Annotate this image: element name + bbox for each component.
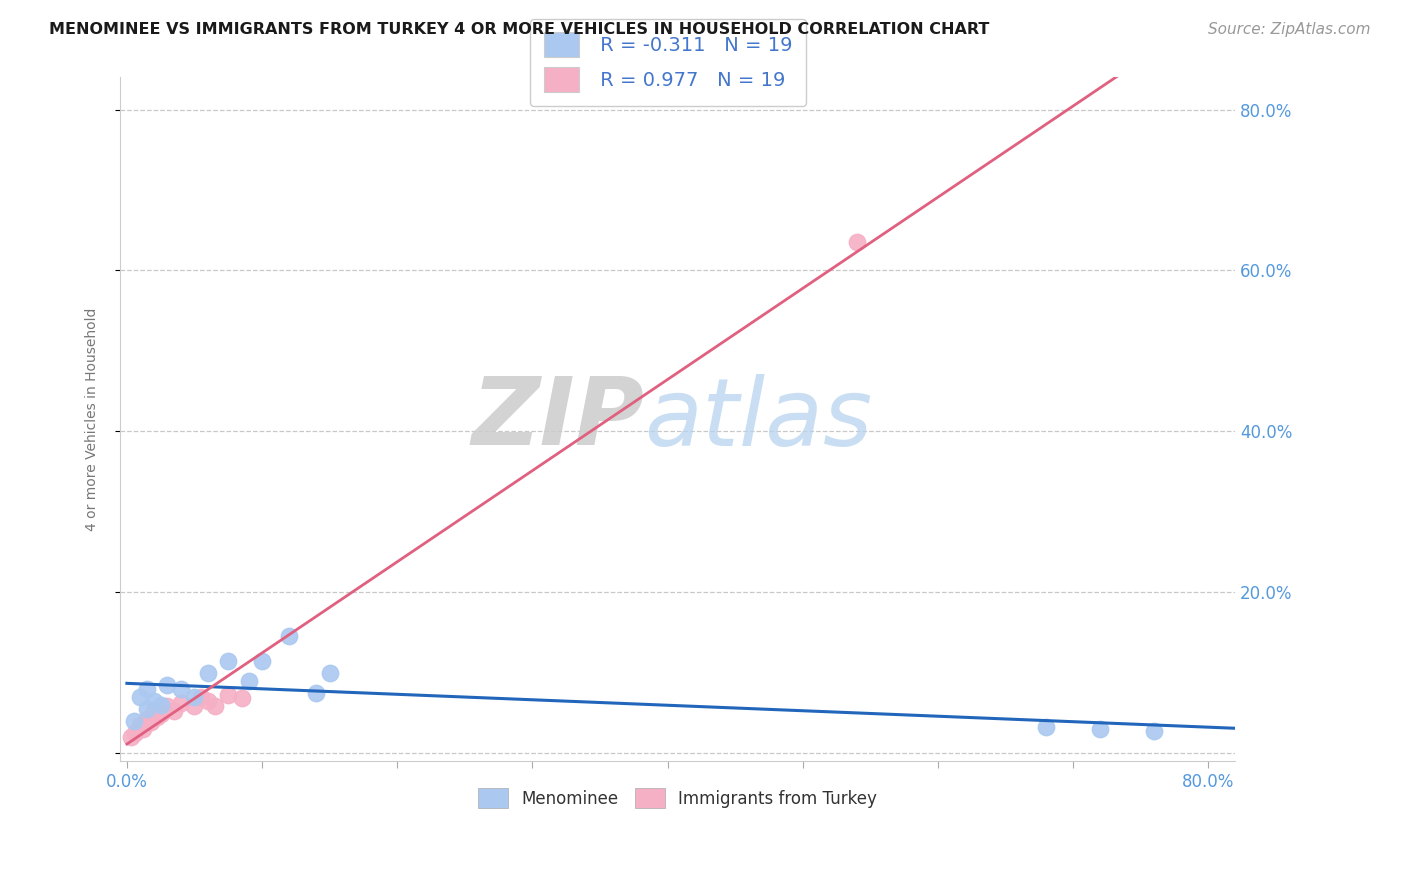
Point	[183, 699, 205, 714]
Point	[163, 704, 186, 718]
Point	[845, 235, 868, 250]
Point	[120, 730, 142, 744]
Text: ZIP: ZIP	[471, 373, 644, 466]
Point	[1035, 720, 1057, 734]
Point	[149, 698, 172, 712]
Point	[231, 691, 253, 706]
Point	[129, 718, 152, 732]
Point	[132, 722, 155, 736]
Point	[183, 690, 205, 704]
Point	[142, 694, 165, 708]
Point	[149, 707, 172, 722]
Point	[145, 710, 167, 724]
Point	[197, 665, 219, 680]
Text: atlas: atlas	[644, 374, 873, 465]
Point	[238, 673, 260, 688]
Point	[278, 629, 301, 643]
Point	[204, 699, 226, 714]
Point	[318, 665, 340, 680]
Y-axis label: 4 or more Vehicles in Household: 4 or more Vehicles in Household	[86, 308, 100, 531]
Point	[190, 690, 212, 704]
Point	[217, 688, 239, 702]
Point	[250, 654, 273, 668]
Point	[124, 726, 146, 740]
Point	[1088, 722, 1111, 736]
Point	[142, 704, 165, 718]
Point	[170, 681, 193, 696]
Legend: Menominee, Immigrants from Turkey: Menominee, Immigrants from Turkey	[471, 781, 884, 814]
Point	[170, 696, 193, 710]
Point	[136, 712, 159, 726]
Point	[305, 686, 328, 700]
Point	[1143, 723, 1166, 738]
Point	[156, 678, 179, 692]
Point	[136, 681, 159, 696]
Text: MENOMINEE VS IMMIGRANTS FROM TURKEY 4 OR MORE VEHICLES IN HOUSEHOLD CORRELATION : MENOMINEE VS IMMIGRANTS FROM TURKEY 4 OR…	[49, 22, 990, 37]
Text: Source: ZipAtlas.com: Source: ZipAtlas.com	[1208, 22, 1371, 37]
Point	[122, 714, 145, 728]
Point	[217, 654, 239, 668]
Point	[129, 690, 152, 704]
Point	[136, 702, 159, 716]
Point	[156, 699, 179, 714]
Point	[141, 715, 163, 730]
Point	[197, 694, 219, 708]
